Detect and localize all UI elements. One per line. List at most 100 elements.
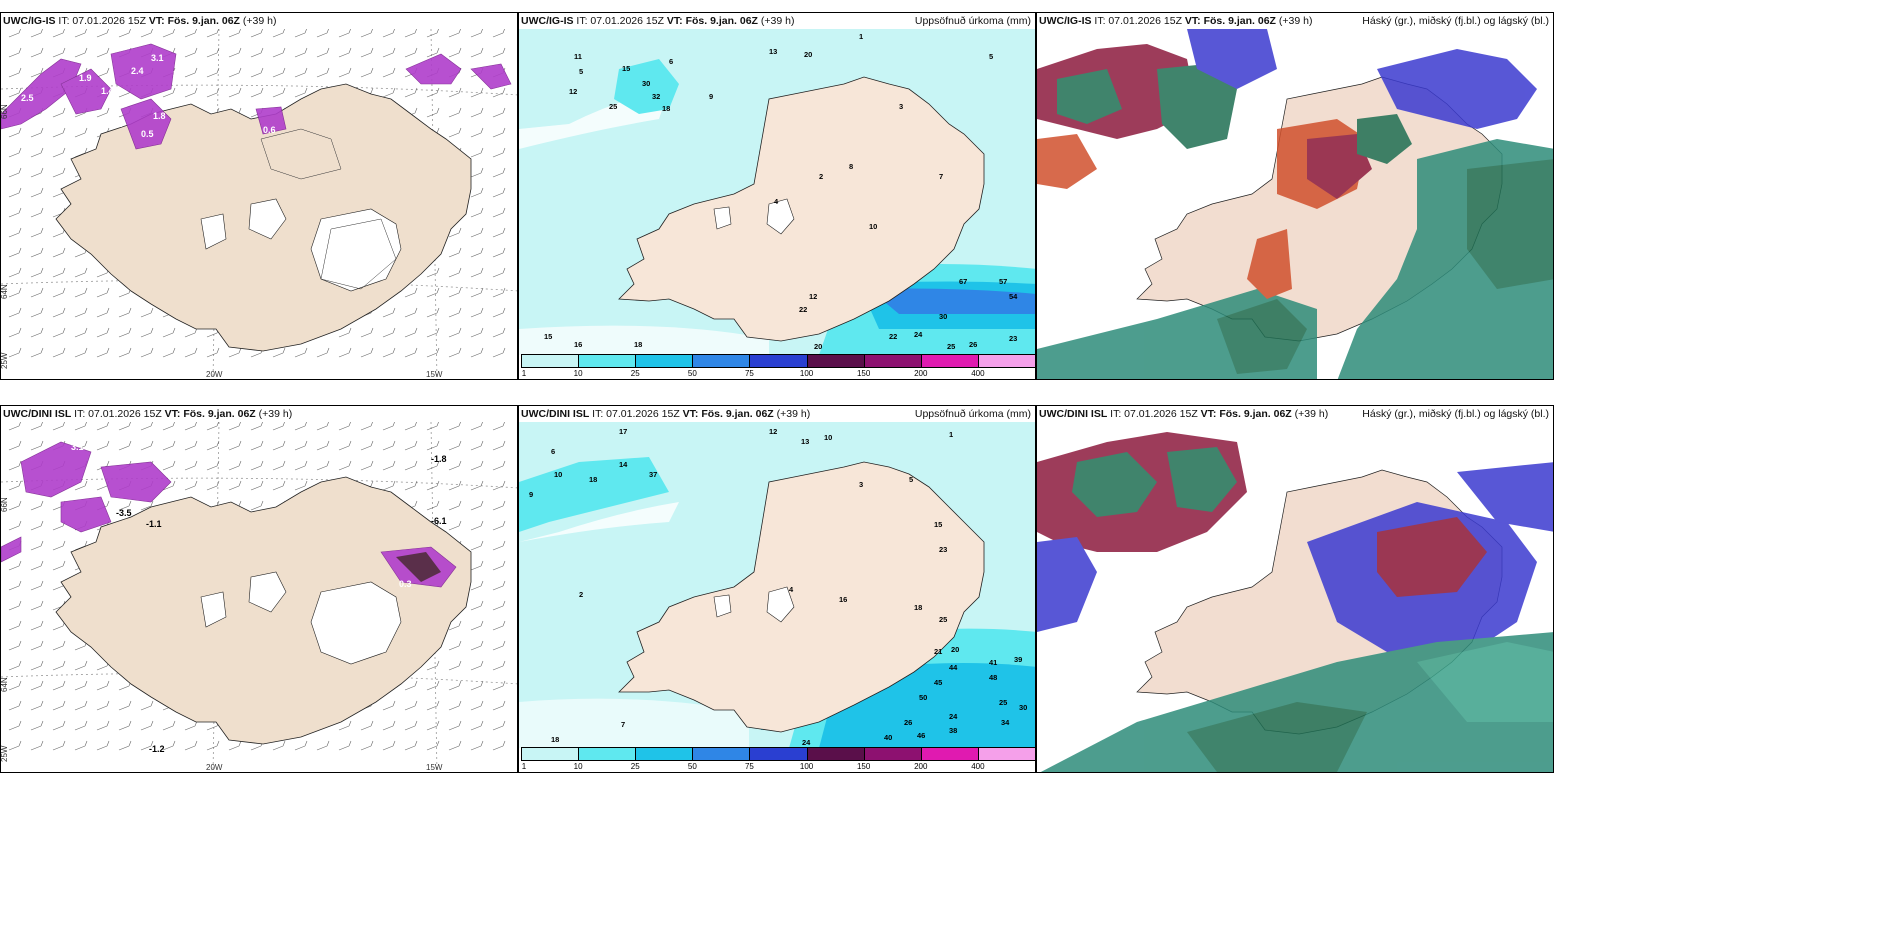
precip-label: 15: [934, 520, 942, 529]
precip-label: 15: [544, 332, 552, 341]
precip-label: 8: [849, 162, 853, 171]
lon-label: 20W: [206, 370, 223, 379]
precip-label: 1: [949, 430, 953, 439]
panel-title: UWC/IG-IS IT: 07.01.2026 15Z VT: Fös. 9.…: [3, 15, 277, 27]
wind-label: -1.2: [149, 744, 165, 754]
precip-label: 13: [769, 47, 777, 56]
precip-label: 25: [609, 102, 617, 111]
colorbar-segment: [692, 354, 751, 368]
colorbar-tick-label: 150: [856, 369, 871, 378]
wind-label: 2.5: [21, 93, 34, 103]
colorbar-tick-label: 50: [687, 762, 697, 771]
wind-label: 1.0: [111, 119, 124, 129]
precip-label: 57: [999, 277, 1007, 286]
precip-label: 23: [939, 545, 947, 554]
panel-right-title: Háský (gr.), miðský (fj.bl.) og lágský (…: [1362, 15, 1549, 27]
colorbar-segment: [920, 354, 979, 368]
panel-ig-wind: UWC/IG-IS IT: 07.01.2026 15Z VT: Fös. 9.…: [0, 12, 518, 380]
wind-label: -3.5: [116, 508, 132, 518]
precip-label: 12: [809, 292, 817, 301]
wind-label: 3.1: [151, 53, 164, 63]
precip-label: 18: [551, 735, 559, 744]
lat-label: 64N: [1, 284, 9, 299]
colorbar-tick-label: 50: [687, 369, 697, 378]
colorbar-segment: [806, 747, 865, 761]
colorbar-segment: [863, 354, 922, 368]
precip-label: 6: [551, 447, 555, 456]
panel-dini-wind: UWC/DINI ISL IT: 07.01.2026 15Z VT: Fös.…: [0, 405, 518, 773]
precip-colorbar: 1 10 25 50 75 100 150 200 400: [521, 354, 1035, 378]
precip-label: 22: [799, 305, 807, 314]
precip-label: 1: [859, 32, 863, 41]
precip-label: 50: [919, 693, 927, 702]
cloud-map: [1037, 422, 1553, 772]
precip-label: 6: [669, 57, 673, 66]
precip-label: 2: [579, 590, 583, 599]
wind-label: 0.6: [263, 125, 276, 135]
precip-label: 18: [634, 340, 642, 349]
panel-ig-cloud: UWC/IG-IS IT: 07.01.2026 15Z VT: Fös. 9.…: [1036, 12, 1554, 380]
panel-dini-precip: UWC/DINI ISL IT: 07.01.2026 15Z VT: Fös.…: [518, 405, 1036, 773]
wind-label: 3.1: [71, 442, 84, 452]
precip-map: 11 5 12 15 25 30 32 18 9 13 20 6 8 7 12 …: [519, 29, 1035, 355]
precip-label: 24: [802, 738, 811, 747]
panel-right-title: Háský (gr.), miðský (fj.bl.) og lágský (…: [1362, 408, 1549, 420]
precip-label: 18: [914, 603, 922, 612]
precip-label: 39: [1014, 655, 1022, 664]
wind-label: 0.5: [141, 129, 154, 139]
precip-label: 20: [814, 342, 822, 351]
precip-label: 5: [989, 52, 993, 61]
colorbar-tick-label: 10: [573, 369, 583, 378]
lon-label: 25W: [1, 352, 9, 369]
precip-label: 48: [989, 673, 997, 682]
colorbar-tick-label: 200: [914, 762, 928, 771]
wind-label: 2.4: [131, 66, 144, 76]
precip-label: 38: [949, 726, 957, 735]
wind-label: 0.3: [399, 579, 412, 589]
precip-label: 9: [709, 92, 713, 101]
precip-label: 10: [554, 470, 562, 479]
colorbar-segment: [578, 747, 637, 761]
precip-label: 44: [949, 663, 958, 672]
wind-label: -1.8: [431, 454, 447, 464]
colorbar-segment: [749, 747, 808, 761]
colorbar-segment: [635, 354, 694, 368]
precip-label: 37: [649, 470, 657, 479]
wind-label: -6.1: [431, 516, 447, 526]
precip-label: 54: [1009, 292, 1018, 301]
precip-label: 30: [642, 79, 650, 88]
colorbar-segment: [578, 354, 637, 368]
wind-map: 2.5 1.9 1.9 2.4 3.1 3.4 1.8 0.6 1.4 0.5 …: [1, 29, 517, 379]
lon-label: 15W: [426, 370, 443, 379]
precip-label: 30: [1019, 703, 1027, 712]
colorbar-segment: [692, 747, 751, 761]
wind-map: 3.1 -1.8 -3.5 -1.1 -6.1 -1.2 0.3 -0.1 20…: [1, 422, 517, 772]
wind-label: 1.4: [101, 86, 114, 96]
iceland-land: [618, 76, 985, 342]
colorbar-segment: [521, 747, 580, 761]
precip-label: 41: [989, 658, 997, 667]
precip-label: 16: [839, 595, 847, 604]
iceland-land: [55, 476, 472, 745]
precip-label: 34: [1001, 718, 1010, 727]
panel-right-title: Uppsöfnuð úrkoma (mm): [914, 408, 1031, 420]
panel-title: UWC/DINI ISL IT: 07.01.2026 15Z VT: Fös.…: [1039, 408, 1329, 420]
precip-label: 25: [999, 698, 1007, 707]
precip-label: 46: [917, 731, 925, 740]
colorbar-tick-label: 400: [971, 762, 985, 771]
wind-label: 1.9: [79, 73, 92, 83]
colorbar-segment: [521, 354, 580, 368]
colorbar-tick-label: 75: [744, 762, 754, 771]
precip-label: 14: [619, 460, 628, 469]
precip-label: 3: [859, 480, 863, 489]
precip-label: 45: [934, 678, 942, 687]
lon-label: 20W: [206, 763, 223, 772]
colorbar-tick-label: 200: [914, 369, 928, 378]
precip-label: 10: [869, 222, 877, 231]
precip-label: 18: [589, 475, 597, 484]
precip-label: 20: [804, 50, 812, 59]
panel-title: UWC/IG-IS IT: 07.01.2026 15Z VT: Fös. 9.…: [1039, 15, 1313, 27]
wind-label: -1.1: [146, 519, 162, 529]
colorbar-tick-label: 400: [971, 369, 985, 378]
precip-label: 21: [934, 647, 942, 656]
